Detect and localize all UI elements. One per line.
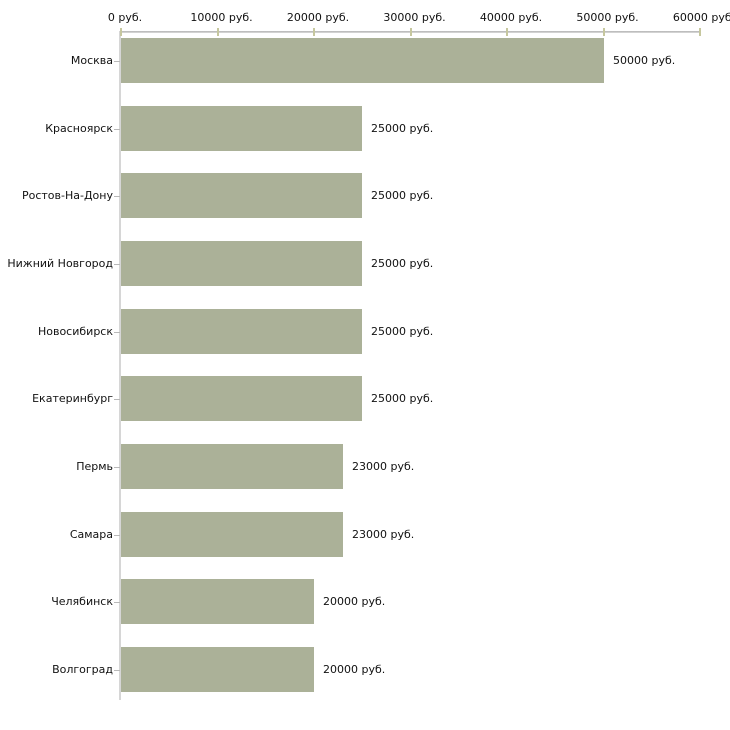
x-axis-tick-label: 30000 руб. xyxy=(383,11,446,24)
x-axis-tick-label: 0 руб. xyxy=(107,11,143,24)
y-axis-tick-mark xyxy=(114,61,120,62)
value-label: 25000 руб. xyxy=(371,325,434,338)
value-label: 25000 руб. xyxy=(371,122,434,135)
x-axis-tick-mark xyxy=(120,28,122,36)
bar-row: Волгоград 20000 руб. xyxy=(0,647,730,692)
category-label: Красноярск xyxy=(45,122,113,135)
category-label: Самара xyxy=(69,528,113,541)
y-axis-tick-mark xyxy=(114,467,120,468)
value-label: 25000 руб. xyxy=(371,392,434,405)
bar xyxy=(121,647,314,692)
category-label: Екатеринбург xyxy=(32,392,113,405)
bar xyxy=(121,241,362,286)
bar xyxy=(121,106,362,151)
bar xyxy=(121,579,314,624)
y-axis-tick-mark xyxy=(114,535,120,536)
bar xyxy=(121,376,362,421)
bar-row: Красноярск 25000 руб. xyxy=(0,106,730,151)
x-axis-tick-mark xyxy=(699,28,701,36)
value-label: 50000 руб. xyxy=(613,54,676,67)
value-label: 23000 руб. xyxy=(352,528,415,541)
y-axis-line xyxy=(119,31,121,700)
x-axis-tick-mark xyxy=(313,28,315,36)
value-label: 23000 руб. xyxy=(352,460,415,473)
category-label: Волгоград xyxy=(52,663,113,676)
x-axis-tick-label: 20000 руб. xyxy=(286,11,350,24)
bar xyxy=(121,309,362,354)
bar-row: Пермь 23000 руб. xyxy=(0,444,730,489)
category-label: Москва xyxy=(70,54,113,67)
category-label: Нижний Новгород xyxy=(7,257,113,270)
bar xyxy=(121,173,362,218)
bar-row: Ростов-На-Дону 25000 руб. xyxy=(0,173,730,218)
category-label: Новосибирск xyxy=(37,325,113,338)
x-axis-tick-mark xyxy=(216,28,219,36)
y-axis-tick-mark xyxy=(114,399,120,400)
bar-row: Екатеринбург 25000 руб. xyxy=(0,376,730,421)
bar xyxy=(121,38,604,83)
bar-row: Челябинск 20000 руб. xyxy=(0,579,730,624)
x-axis-tick-mark xyxy=(602,28,605,36)
bar-row: Самара 23000 руб. xyxy=(0,512,730,557)
y-axis-tick-mark xyxy=(114,670,120,671)
bar xyxy=(121,512,343,557)
category-label: Челябинск xyxy=(51,595,113,608)
x-axis-tick-label: 60000 руб. xyxy=(672,11,730,24)
x-axis-tick-mark xyxy=(409,28,412,36)
value-label: 25000 руб. xyxy=(371,189,434,202)
x-axis-tick-label: 40000 руб. xyxy=(479,11,543,24)
category-label: Ростов-На-Дону xyxy=(21,189,113,202)
bar xyxy=(121,444,343,489)
y-axis-tick-mark xyxy=(114,129,120,130)
y-axis-tick-mark xyxy=(114,602,120,603)
category-label: Пермь xyxy=(76,460,113,473)
y-axis-tick-mark xyxy=(114,264,120,265)
x-axis-tick-label: 50000 руб. xyxy=(576,11,639,24)
x-axis-tick-label: 10000 руб. xyxy=(190,11,253,24)
bar-row: Москва 50000 руб. xyxy=(0,38,730,83)
bar-row: Нижний Новгород 25000 руб. xyxy=(0,241,730,286)
y-axis-tick-mark xyxy=(114,196,120,197)
x-axis-tick-mark xyxy=(506,28,508,36)
value-label: 20000 руб. xyxy=(323,595,386,608)
value-label: 25000 руб. xyxy=(371,257,434,270)
y-axis-tick-mark xyxy=(114,332,120,333)
value-label: 20000 руб. xyxy=(323,663,386,676)
bar-row: Новосибирск 25000 руб. xyxy=(0,309,730,354)
